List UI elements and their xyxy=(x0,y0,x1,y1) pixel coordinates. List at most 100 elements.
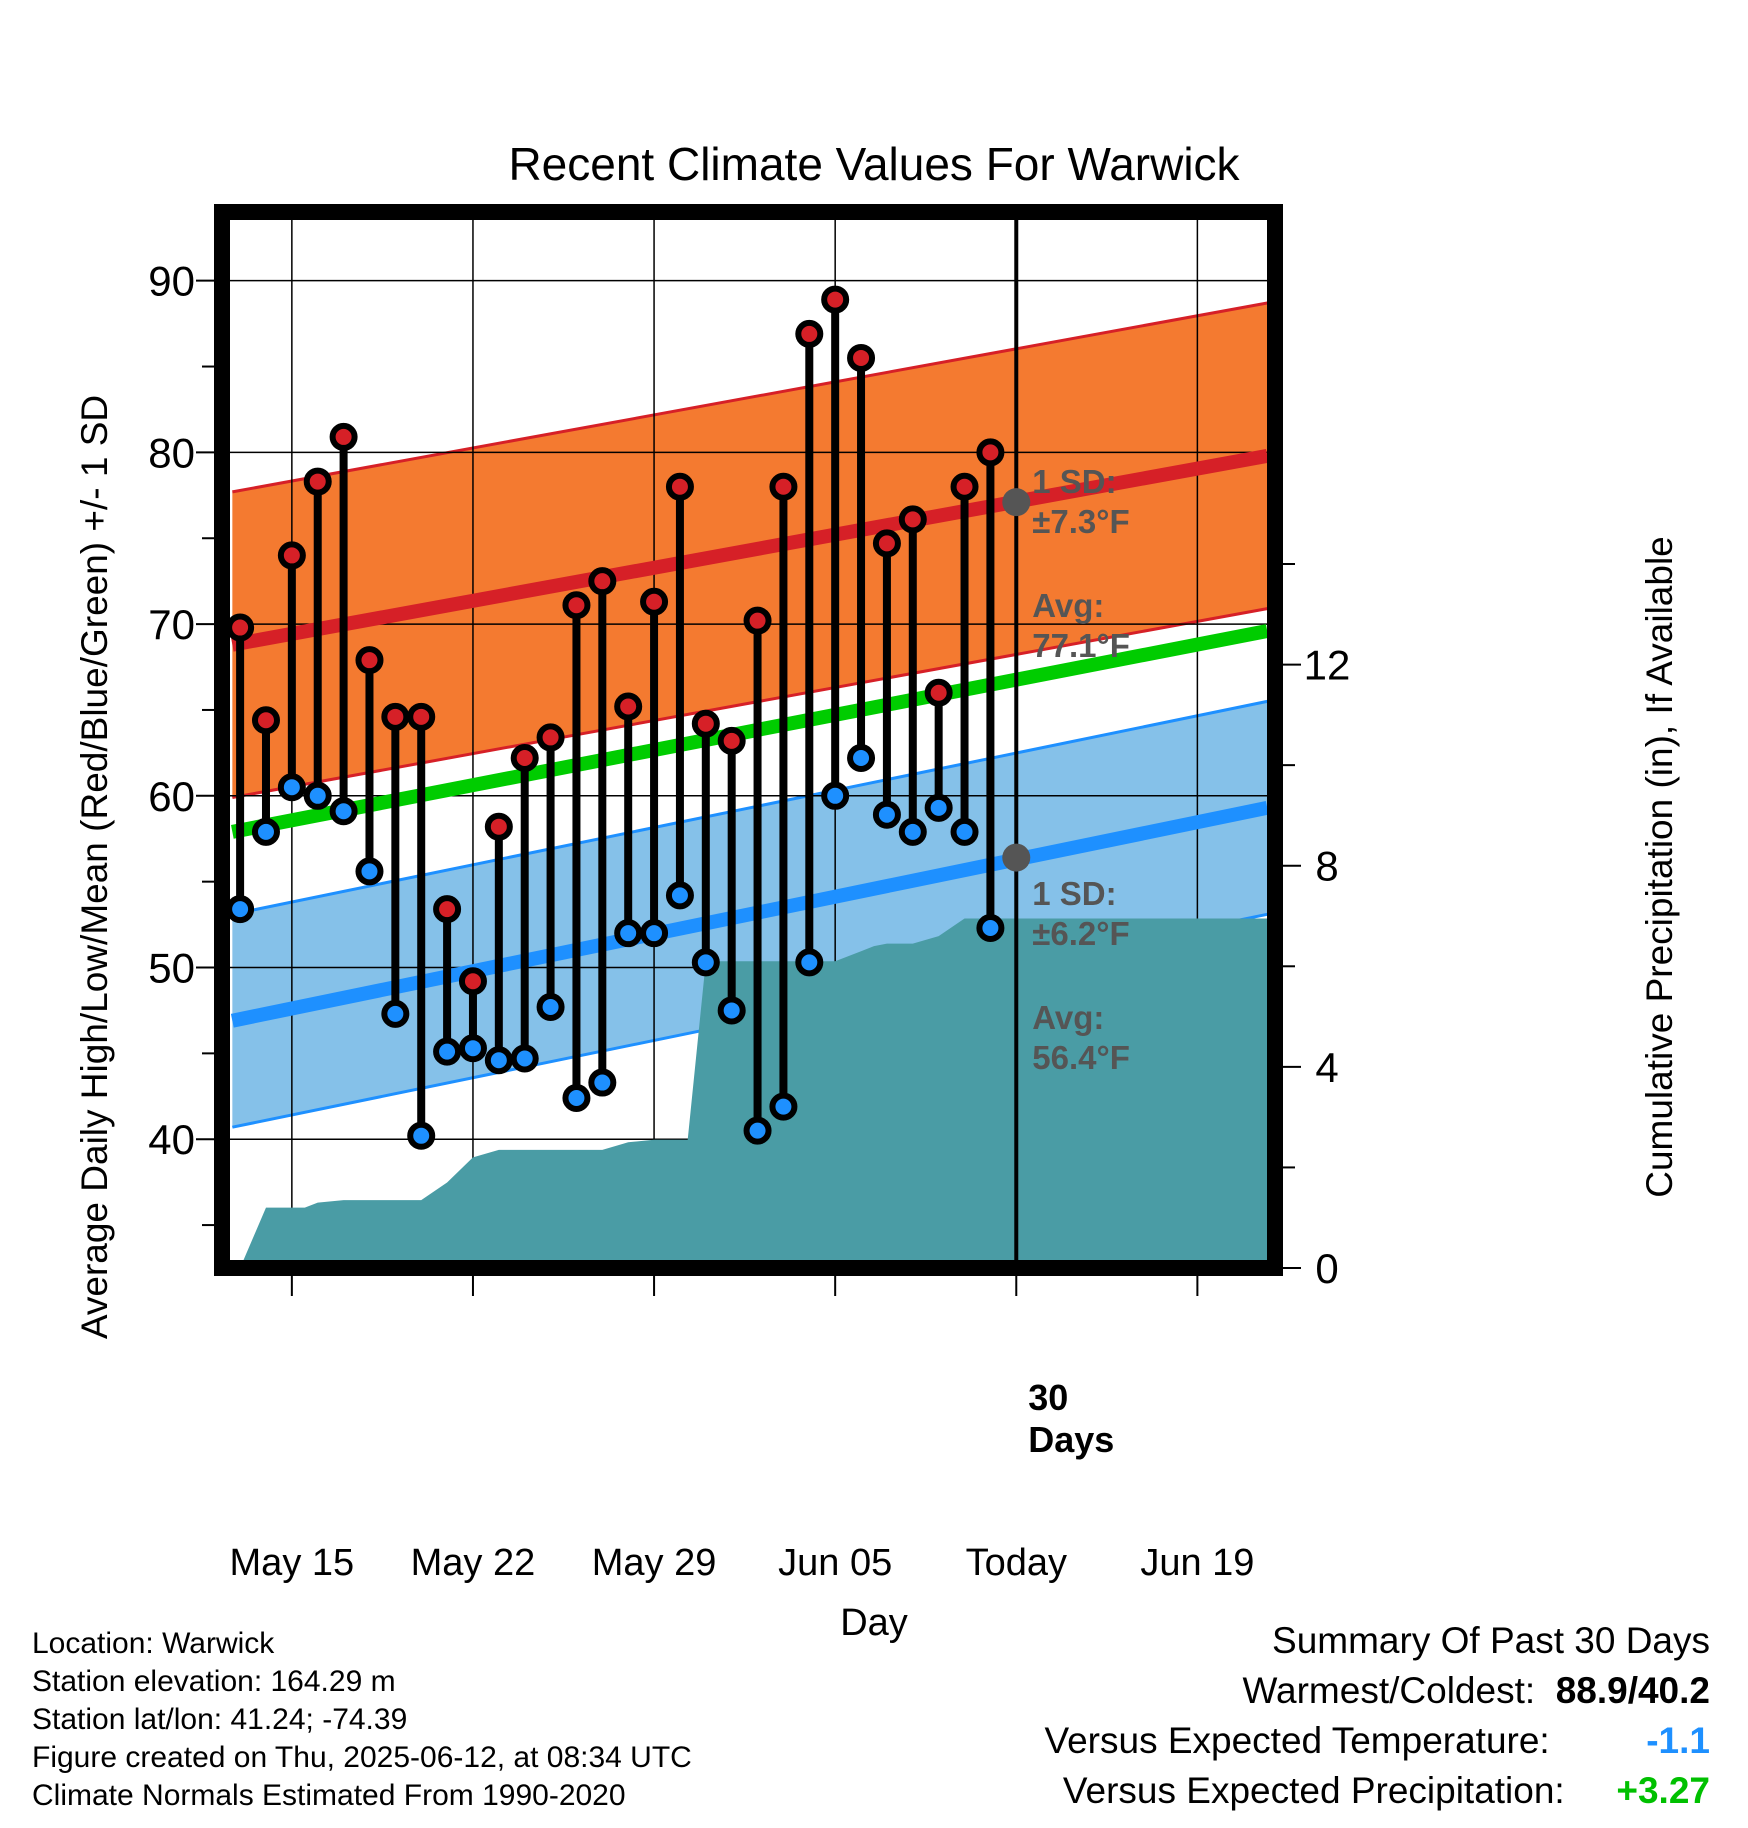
daily-low-point xyxy=(872,800,901,829)
y-axis-label-right: Cumulative Precipitation (in), If Availa… xyxy=(1639,536,1680,1198)
daily-high-point xyxy=(329,422,358,451)
low-sd-value: ±6.2°F xyxy=(1032,915,1129,952)
daily-high-point xyxy=(251,706,280,735)
daily-low-point xyxy=(665,881,694,910)
temp-departure-value: -1.1 xyxy=(1646,1720,1710,1761)
day-tick-label: May 22 xyxy=(411,1542,536,1584)
daily-high-point xyxy=(588,567,617,596)
mean-normal-line xyxy=(231,624,1269,839)
station-latlon: Station lat/lon: 41.24; -74.39 xyxy=(32,1703,408,1736)
warm-cold-label: Warmest/Coldest: xyxy=(1242,1670,1536,1711)
figure-created: Figure created on Thu, 2025-06-12, at 08… xyxy=(32,1741,692,1774)
daily-low-point xyxy=(381,999,410,1028)
daily-low-point xyxy=(691,948,720,977)
day-tick-label: Jun 05 xyxy=(778,1542,892,1584)
daily-low-point xyxy=(769,1092,798,1121)
daily-high-point xyxy=(277,541,306,570)
daily-low-point xyxy=(226,895,255,924)
daily-high-point xyxy=(458,967,487,996)
summary-title: Summary Of Past 30 Days xyxy=(1272,1620,1710,1661)
precip-departure-label: Versus Expected Precipitation: xyxy=(1062,1770,1565,1811)
low-avg-label: Avg: xyxy=(1032,999,1104,1036)
daily-low-point xyxy=(950,817,979,846)
precip-tick-label: 0 xyxy=(1315,1245,1338,1292)
daily-high-point xyxy=(355,646,384,675)
warm-cold-value: 88.9/40.2 xyxy=(1555,1670,1710,1711)
daily-low-point xyxy=(976,914,1005,943)
daily-low-point xyxy=(562,1084,591,1113)
daily-low-point xyxy=(640,919,669,948)
daily-high-point xyxy=(484,812,513,841)
daily-low-point xyxy=(510,1044,539,1073)
temp-departure-label: Versus Expected Temperature: xyxy=(1044,1720,1550,1761)
temp-tick-label: 60 xyxy=(148,773,195,820)
daily-high-point xyxy=(717,726,746,755)
daily-high-point xyxy=(665,472,694,501)
temp-tick-label: 40 xyxy=(148,1116,195,1163)
daily-high-point xyxy=(743,606,772,635)
daily-low-point xyxy=(743,1116,772,1145)
daily-low-point xyxy=(795,948,824,977)
precip-tick-label: 12 xyxy=(1304,642,1351,689)
day-tick-label: Jun 19 xyxy=(1140,1542,1254,1584)
days-label-word: Days xyxy=(1028,1419,1114,1460)
daily-high-point xyxy=(898,505,927,534)
precip-departure-value: +3.27 xyxy=(1616,1770,1710,1811)
daily-low-point xyxy=(484,1046,513,1075)
daily-low-point xyxy=(355,857,384,886)
daily-high-point xyxy=(924,678,953,707)
summary-panel: Summary Of Past 30 Days Warmest/Coldest:… xyxy=(1044,1616,1710,1816)
normals-period: Climate Normals Estimated From 1990-2020 xyxy=(32,1779,626,1812)
low-normal-line xyxy=(230,800,1269,1028)
day-tick-label: May 29 xyxy=(592,1542,717,1584)
daily-high-point xyxy=(950,472,979,501)
daily-low-point xyxy=(458,1034,487,1063)
precip-tick-label: 4 xyxy=(1315,1044,1338,1091)
high-normal-line xyxy=(231,448,1269,652)
daily-low-point xyxy=(898,817,927,846)
plot-frame xyxy=(214,204,1283,1276)
daily-low-point xyxy=(329,797,358,826)
day-tick-label: May 15 xyxy=(230,1542,355,1584)
daily-low-point xyxy=(536,993,565,1022)
daily-high-point xyxy=(640,587,669,616)
daily-low-point xyxy=(588,1068,617,1097)
high-sd-upper-edge xyxy=(232,301,1268,494)
daily-high-point xyxy=(433,895,462,924)
daily-low-point xyxy=(407,1121,436,1150)
daily-low-point xyxy=(717,996,746,1025)
daily-high-point xyxy=(562,591,591,620)
daily-high-point xyxy=(614,692,643,721)
high-avg-value: 77.1°F xyxy=(1032,627,1130,664)
daily-high-point xyxy=(795,319,824,348)
low-sd-upper-edge xyxy=(232,699,1268,916)
low-sd-label: 1 SD: xyxy=(1032,875,1116,912)
daily-high-point xyxy=(769,472,798,501)
high-sd-label: 1 SD: xyxy=(1032,463,1116,500)
low-today-avg-marker xyxy=(1002,843,1031,872)
temp-tick-label: 90 xyxy=(148,258,195,305)
daily-low-point xyxy=(277,773,306,802)
temp-tick-label: 70 xyxy=(148,601,195,648)
high-avg-label: Avg: xyxy=(1032,587,1104,624)
station-location: Location: Warwick xyxy=(32,1627,275,1660)
daily-high-point xyxy=(691,709,720,738)
high-sd-value: ±7.3°F xyxy=(1032,503,1129,540)
daily-low-point xyxy=(614,919,643,948)
daily-high-point xyxy=(381,702,410,731)
daily-high-point xyxy=(303,467,332,496)
daily-high-point xyxy=(510,744,539,773)
temp-tick-label: 50 xyxy=(148,945,195,992)
x-axis-label: Day xyxy=(840,1602,908,1644)
days-label-number: 30 xyxy=(1028,1377,1068,1418)
daily-low-point xyxy=(303,781,332,810)
daily-high-point xyxy=(821,285,850,314)
daily-low-point xyxy=(433,1037,462,1066)
high-sd-lower-edge xyxy=(232,607,1268,799)
daily-high-point xyxy=(407,702,436,731)
daily-low-point xyxy=(251,817,280,846)
chart-title: Recent Climate Values For Warwick xyxy=(508,138,1240,190)
high-today-avg-marker xyxy=(1002,488,1031,517)
